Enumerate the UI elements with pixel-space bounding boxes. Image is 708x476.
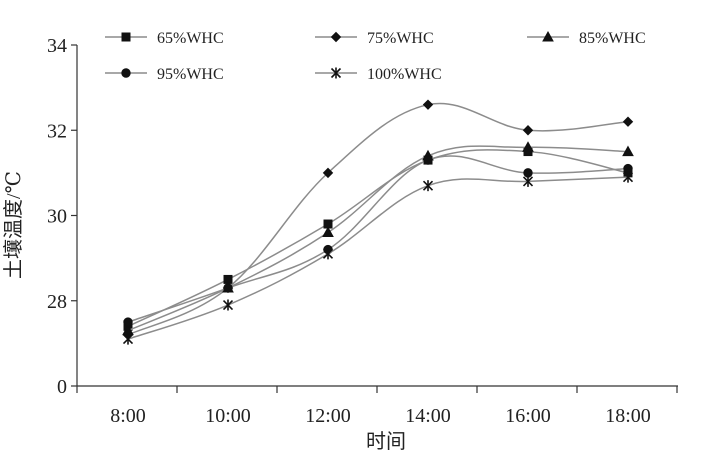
series-layer [122, 99, 634, 345]
data-point-diamond [522, 125, 534, 136]
data-point-star [322, 248, 334, 260]
legend-marker-circle [121, 68, 131, 78]
y-tick-label: 34 [47, 35, 67, 57]
data-point-triangle [622, 145, 634, 157]
legend-item: 75%WHC [315, 30, 434, 47]
x-tick-label: 18:00 [605, 405, 651, 427]
series-line [127, 155, 629, 323]
data-point-circle [523, 168, 533, 178]
legend-marker-star [330, 67, 342, 79]
legend-label: 75%WHC [367, 30, 434, 47]
data-point-diamond [322, 167, 334, 179]
series-line [127, 149, 629, 328]
legend-label: 85%WHC [579, 30, 646, 47]
data-point-star [222, 299, 234, 311]
y-tick-label: 28 [47, 291, 67, 313]
series-65%WHC [123, 147, 633, 331]
x-axis-title: 时间 [366, 430, 406, 453]
legend-item: 100%WHC [315, 66, 442, 83]
legend-marker-diamond [330, 31, 342, 43]
series-line [127, 102, 629, 336]
series-95%WHC [123, 155, 633, 327]
series-75%WHC [122, 99, 634, 341]
data-point-star [122, 333, 134, 345]
x-tick-label: 10:00 [205, 405, 251, 427]
legend-item: 95%WHC [105, 66, 224, 83]
data-point-triangle [322, 226, 334, 238]
legend-marker-triangle [542, 30, 554, 42]
legend-label: 95%WHC [157, 66, 224, 83]
data-point-triangle [522, 141, 534, 152]
data-point-circle [223, 283, 233, 293]
y-tick-label: 30 [47, 206, 67, 228]
y-axis-title: 土壤温度/℃ [2, 171, 25, 279]
data-point-circle [623, 163, 633, 174]
legend-label: 100%WHC [367, 66, 442, 83]
y-tick-label: 0 [57, 376, 67, 398]
legend-marker-square [121, 32, 131, 42]
data-point-star [622, 171, 634, 183]
legend: 65%WHC 75%WHC 85%WHC 95%WHC 100%WHC [105, 30, 646, 83]
data-point-star [422, 180, 434, 192]
x-tick-label: 16:00 [505, 405, 551, 427]
data-point-star [522, 175, 534, 187]
legend-item: 65%WHC [105, 30, 224, 47]
series-line [127, 176, 629, 340]
y-tick-label: 32 [47, 120, 67, 142]
x-tick-label: 12:00 [305, 405, 351, 427]
series-line [127, 145, 629, 332]
data-point-circle [123, 317, 133, 327]
x-tick-label: 14:00 [405, 405, 451, 427]
axes: 0 28 30 32 34 8:00 10:00 12:00 14:00 16:00 18:00 [47, 35, 678, 427]
data-point-diamond [622, 116, 634, 127]
legend-item: 85%WHC [527, 30, 646, 47]
data-point-circle [423, 155, 433, 165]
data-point-diamond [422, 99, 434, 110]
legend-label: 65%WHC [157, 30, 224, 47]
series-100%WHC [122, 171, 634, 345]
x-tick-label: 8:00 [110, 405, 146, 427]
